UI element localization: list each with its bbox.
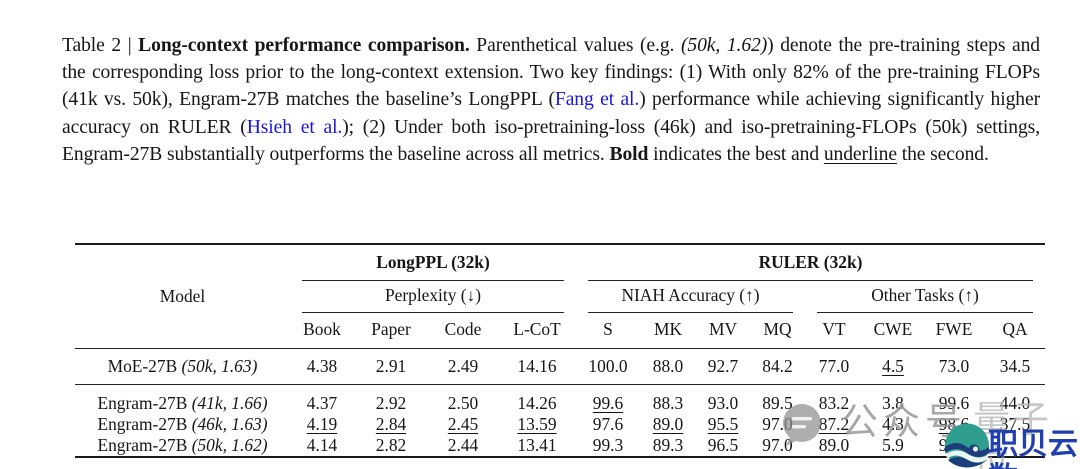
cell-vt: 77.0 — [805, 348, 863, 385]
col-header-mv: MV — [696, 313, 750, 349]
model-name-cell: MoE-27B (50k, 1.63) — [75, 348, 290, 385]
cell-vt: 83.2 — [818, 393, 850, 413]
col-header-mq: MQ — [750, 313, 805, 349]
cell-paper: 2.82 — [375, 435, 407, 455]
model-name-cell: Engram-27B (50k, 1.62) — [97, 435, 268, 455]
table-row-engram-41k: Engram-27B (41k, 1.66) 4.37 2.92 2.50 14… — [75, 385, 1045, 415]
table-row-engram-50k: Engram-27B (50k, 1.62) 4.14 2.82 2.44 13… — [75, 435, 1045, 457]
cell-qa: 37.5 — [999, 414, 1031, 434]
col-header-paper: Paper — [354, 313, 428, 349]
caption-text: ) denote the pre-training steps and the … — [62, 34, 1040, 111]
cell-cwe: 4.3 — [882, 414, 904, 434]
cell-fwe: 98.6 — [938, 414, 970, 434]
cell-book: 4.14 — [306, 435, 338, 455]
caption-text: indicates the best and — [648, 144, 824, 166]
cell-mq: 84.2 — [750, 348, 805, 385]
group-header-row: Model LongPPL (32k) RULER (32k) — [75, 244, 1045, 349]
col-header-fwe: FWE — [923, 313, 985, 349]
citation-link-fang[interactable]: Fang et al. — [554, 89, 640, 111]
column-group-longppl: LongPPL (32k) — [290, 244, 576, 281]
cell-vt: 89.0 — [818, 435, 850, 455]
results-table: Model LongPPL (32k) RULER (32k) Perplexi… — [75, 243, 1045, 458]
cell-cwe: 5.9 — [882, 435, 904, 455]
cell-lcot: 13.59 — [517, 414, 557, 434]
cell-code: 2.50 — [447, 393, 479, 413]
cell-fwe: 99.6 — [938, 393, 970, 413]
caption-example-italic: (50k, 1.62) — [680, 34, 768, 56]
caption-label: Table 2 | — [62, 34, 139, 56]
cell-fwe: 99.3 — [938, 435, 970, 455]
caption-title: Long-context performance comparison. — [138, 34, 470, 56]
cell-book: 4.37 — [306, 393, 338, 413]
cell-code: 2.49 — [428, 348, 498, 385]
cell-qa: 44.0 — [999, 393, 1031, 413]
subgroup-perplexity: Perplexity (↓) — [290, 281, 576, 313]
subgroup-header-row: Perplexity (↓) NIAH Accuracy (↑) Other T… — [75, 281, 1045, 313]
column-header-row: Book Paper Code L-CoT S MK MV MQ VT CWE … — [75, 313, 1045, 349]
col-header-vt: VT — [805, 313, 863, 349]
col-header-s: S — [576, 313, 640, 349]
cell-s: 100.0 — [576, 348, 640, 385]
cell-mq: 97.0 — [762, 414, 793, 434]
cell-paper: 2.91 — [354, 348, 428, 385]
cell-mk: 89.0 — [652, 414, 684, 434]
cell-s: 97.6 — [592, 414, 624, 434]
caption-bold-word: Bold — [609, 144, 649, 166]
cell-lcot: 14.16 — [498, 348, 576, 385]
cell-qa: 34.5 — [985, 348, 1045, 385]
cell-cwe: 3.8 — [882, 393, 904, 413]
table-row-moe-27b: MoE-27B (50k, 1.63) 4.38 2.91 2.49 14.16… — [75, 348, 1045, 385]
cell-vt: 87.2 — [818, 414, 850, 434]
subgroup-niah-accuracy: NIAH Accuracy (↑) — [576, 281, 805, 313]
cell-s: 99.6 — [592, 393, 624, 413]
cell-mv: 93.0 — [707, 393, 739, 413]
cell-mq: 89.5 — [762, 393, 793, 413]
cell-qa-obscured — [985, 435, 1045, 457]
caption-text: Parenthetical values (e.g. — [469, 34, 681, 56]
cell-mv: 96.5 — [707, 435, 739, 455]
pretrain-note: (46k, 1.63) — [191, 414, 268, 434]
cell-mv: 92.7 — [696, 348, 750, 385]
cell-lcot: 14.26 — [517, 393, 557, 413]
subgroup-other-tasks: Other Tasks (↑) — [805, 281, 1045, 313]
table-caption: Table 2 | Long-context performance compa… — [62, 32, 1040, 169]
table-row-engram-46k: Engram-27B (46k, 1.63) 4.19 2.84 2.45 13… — [75, 414, 1045, 435]
cell-mq: 97.0 — [762, 435, 793, 455]
pretrain-note: (41k, 1.66) — [191, 393, 268, 413]
caption-text: ) performance while achieving significan… — [62, 89, 1040, 138]
cell-paper: 2.84 — [375, 414, 407, 434]
cell-code: 2.44 — [447, 435, 479, 455]
citation-link-hsieh[interactable]: Hsieh et al. — [246, 116, 343, 138]
col-header-qa: QA — [985, 313, 1045, 349]
model-column-header: Model — [75, 244, 290, 349]
cell-fwe: 73.0 — [923, 348, 985, 385]
pretrain-note: (50k, 1.62) — [191, 435, 268, 455]
col-header-code: Code — [428, 313, 498, 349]
cell-mv: 95.5 — [707, 414, 739, 434]
model-name-cell: Engram-27B (41k, 1.66) — [97, 393, 268, 413]
caption-text: the second. — [896, 144, 989, 166]
cell-mk: 88.0 — [640, 348, 696, 385]
pretrain-note: (50k, 1.63) — [181, 356, 258, 376]
col-header-mk: MK — [640, 313, 696, 349]
caption-text: ); (2) Under both iso-pretraining-loss (… — [62, 116, 1040, 166]
col-header-cwe: CWE — [863, 313, 923, 349]
cell-code: 2.45 — [447, 414, 479, 434]
col-header-book: Book — [290, 313, 354, 349]
cell-mk: 88.3 — [652, 393, 684, 413]
cell-lcot: 13.41 — [517, 435, 557, 455]
cell-book: 4.19 — [306, 414, 338, 434]
cell-mk: 89.3 — [652, 435, 684, 455]
cell-book: 4.38 — [290, 348, 354, 385]
column-group-ruler: RULER (32k) — [576, 244, 1045, 281]
col-header-lcot: L-CoT — [498, 313, 576, 349]
model-name-cell: Engram-27B (46k, 1.63) — [97, 414, 268, 434]
cell-paper: 2.92 — [375, 393, 407, 413]
results-table-wrapper: Model LongPPL (32k) RULER (32k) Perplexi… — [75, 243, 1045, 458]
cell-cwe: 4.5 — [863, 348, 923, 385]
caption-underline-word: underline — [823, 144, 897, 166]
cell-s: 99.3 — [592, 435, 624, 455]
